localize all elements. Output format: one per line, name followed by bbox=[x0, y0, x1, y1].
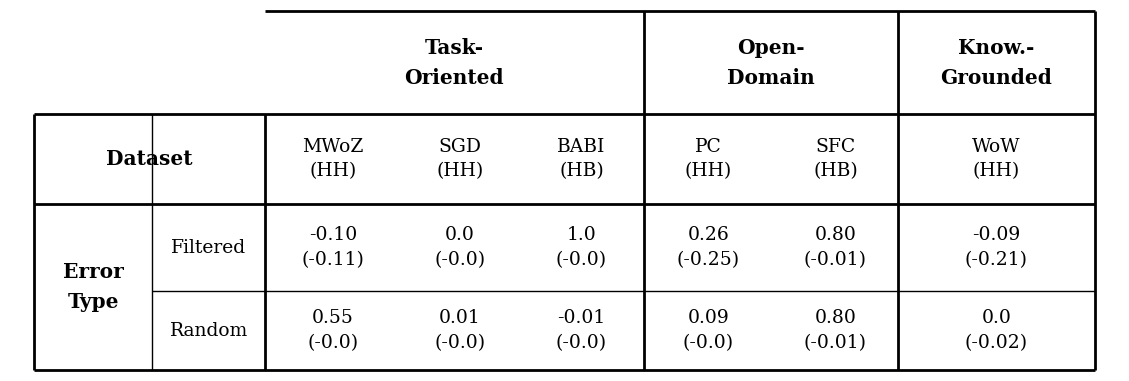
Text: PC
(HH): PC (HH) bbox=[685, 138, 732, 181]
Text: -0.01
(-0.0): -0.01 (-0.0) bbox=[555, 309, 607, 352]
Text: WoW
(HH): WoW (HH) bbox=[972, 138, 1021, 181]
Text: Open-
Domain: Open- Domain bbox=[727, 38, 814, 88]
Text: 1.0
(-0.0): 1.0 (-0.0) bbox=[555, 226, 607, 269]
Text: MWoZ
(HH): MWoZ (HH) bbox=[303, 138, 364, 181]
Text: 0.26
(-0.25): 0.26 (-0.25) bbox=[677, 226, 739, 269]
Text: BABI
(HB): BABI (HB) bbox=[558, 138, 605, 181]
Text: Filtered: Filtered bbox=[172, 239, 246, 257]
Text: -0.09
(-0.21): -0.09 (-0.21) bbox=[965, 226, 1027, 269]
Text: Random: Random bbox=[169, 322, 248, 339]
Text: Know.-
Grounded: Know.- Grounded bbox=[940, 38, 1052, 88]
Text: 0.80
(-0.01): 0.80 (-0.01) bbox=[804, 226, 867, 269]
Text: Error
Type: Error Type bbox=[63, 262, 123, 312]
Text: 0.01
(-0.0): 0.01 (-0.0) bbox=[435, 309, 485, 352]
Text: 0.80
(-0.01): 0.80 (-0.01) bbox=[804, 309, 867, 352]
Text: Task-
Oriented: Task- Oriented bbox=[404, 38, 505, 88]
Text: -0.10
(-0.11): -0.10 (-0.11) bbox=[301, 226, 365, 269]
Text: Dataset: Dataset bbox=[106, 149, 193, 169]
Text: 0.09
(-0.0): 0.09 (-0.0) bbox=[683, 309, 734, 352]
Text: SGD
(HH): SGD (HH) bbox=[437, 138, 483, 181]
Text: 0.55
(-0.0): 0.55 (-0.0) bbox=[307, 309, 359, 352]
Text: 0.0
(-0.0): 0.0 (-0.0) bbox=[435, 226, 485, 269]
Text: 0.0
(-0.02): 0.0 (-0.02) bbox=[965, 309, 1027, 352]
Text: SFC
(HB): SFC (HB) bbox=[813, 138, 858, 181]
